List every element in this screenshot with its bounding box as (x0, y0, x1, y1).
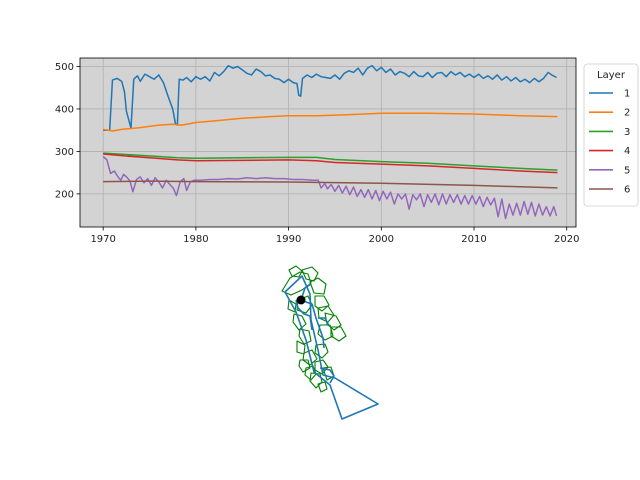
legend-label-layer-2: 2 (624, 108, 630, 119)
plot-frame (79, 57, 577, 228)
subbasin-boundary (281, 271, 312, 296)
legend-title: Layer (597, 70, 626, 81)
basin-map (281, 265, 379, 420)
x-tick-label: 2010 (461, 234, 486, 245)
model-domain-outline (284, 275, 379, 420)
subbasin-boundary (287, 299, 297, 313)
well-location-marker (296, 295, 306, 305)
y-tick-label: 400 (55, 104, 74, 115)
subbasin-boundary (298, 328, 312, 345)
series-line-layer-5 (102, 155, 558, 220)
subbasin-boundary (314, 295, 330, 312)
stream-channel (318, 317, 330, 327)
series-line-layer-6 (103, 180, 558, 189)
series-line-layer-3 (103, 152, 558, 171)
x-tick-label: 2020 (554, 234, 579, 245)
stream-channel (299, 299, 325, 349)
subbasin-boundary (330, 326, 347, 342)
x-tick-label: 2000 (369, 234, 394, 245)
y-tick-label: 500 (55, 62, 74, 73)
subbasin-boundary (292, 313, 307, 331)
y-tick-label: 200 (55, 189, 74, 200)
subbasin-boundary (317, 305, 335, 323)
subbasin-boundary (309, 277, 327, 295)
subbasin-boundary (296, 295, 313, 314)
subbasin-boundary (298, 359, 311, 373)
subbasin-boundary (309, 372, 323, 389)
stream-channel (319, 367, 335, 384)
time-series-chart: 1970 1980 1990 2000 2010 2020 200 300 400 500 (55, 57, 579, 245)
legend-label-layer-3: 3 (624, 127, 630, 138)
y-tick-label: 300 (55, 147, 74, 158)
x-tick-label: 1990 (276, 234, 301, 245)
stream-channel (295, 299, 313, 331)
subbasin-boundary (302, 349, 318, 366)
x-tick-label: 1980 (183, 234, 208, 245)
legend-label-layer-6: 6 (624, 185, 630, 196)
subbasin-boundary (288, 265, 303, 278)
legend-label-layer-4: 4 (624, 146, 630, 157)
subbasin-boundary (314, 359, 329, 375)
legend: Layer 1 2 3 4 5 6 (583, 63, 639, 207)
subbasin-boundary (301, 266, 319, 282)
series-line-layer-4 (103, 153, 558, 174)
x-tick-label: 1970 (90, 234, 115, 245)
series-line-layer-1 (103, 64, 557, 131)
series-line-layer-2 (103, 112, 558, 132)
legend-label-layer-5: 5 (624, 165, 630, 176)
subbasin-boundary (317, 381, 328, 393)
legend-label-layer-1: 1 (624, 89, 630, 100)
